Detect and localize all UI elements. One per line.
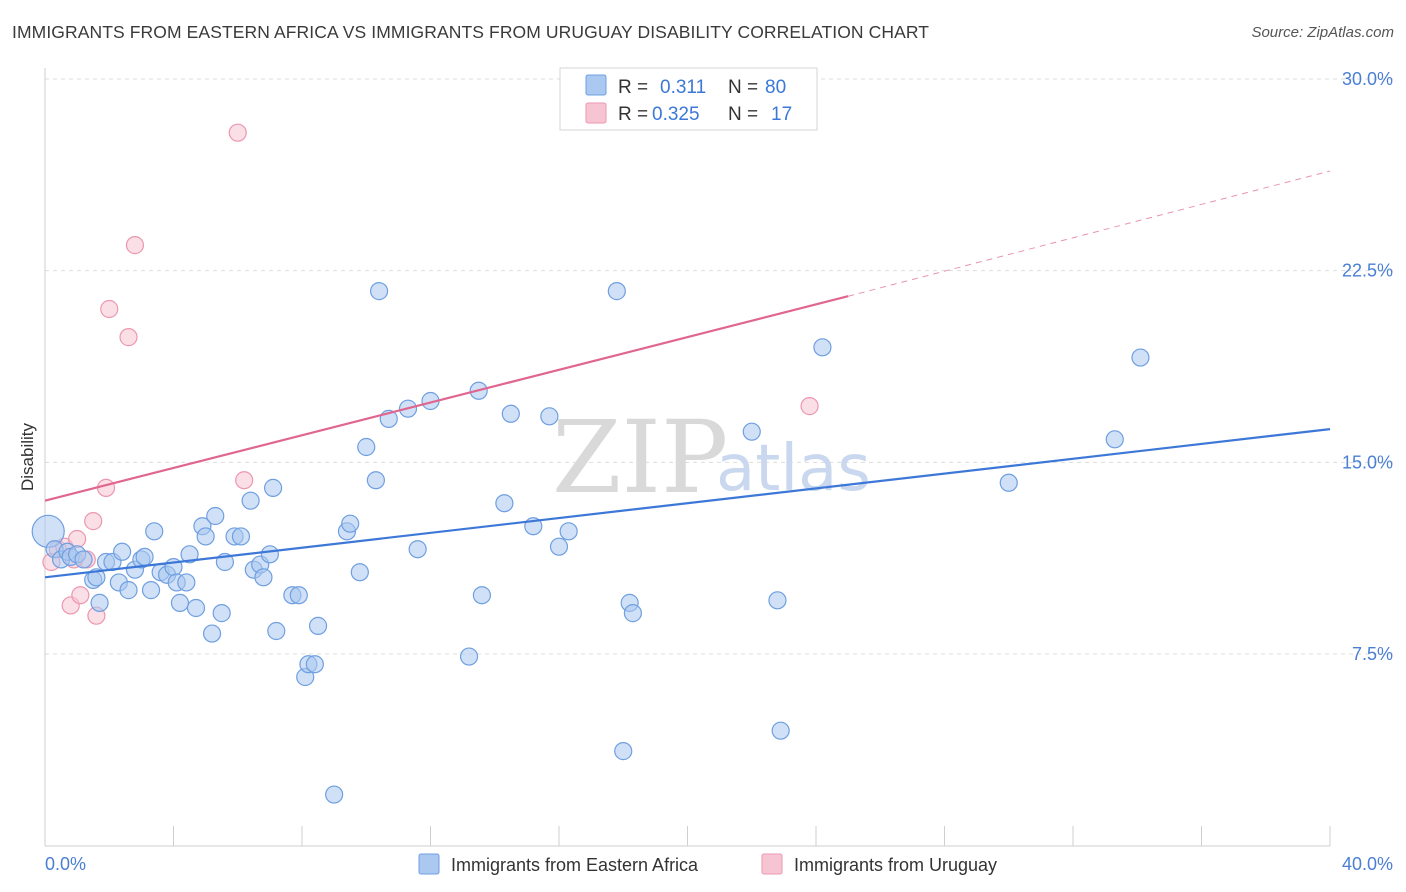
chart-title: IMMIGRANTS FROM EASTERN AFRICA VS IMMIGR… [12,22,930,42]
eastern-africa-point [614,742,633,761]
eastern-africa-point [366,471,385,490]
chart-source: Source: ZipAtlas.com [1251,24,1394,41]
uruguay-point [100,299,119,319]
eastern-africa-trend-line [44,428,1331,579]
uruguay-points [42,123,819,625]
bottom-legend-swatch-uruguay [761,853,783,875]
watermark: ZIP atlas [552,399,871,516]
eastern-africa-point [212,604,231,623]
legend-n-value-1: 80 [765,77,786,98]
eastern-africa-point [74,550,93,569]
watermark-atlas: atlas [716,432,871,506]
y-tick-label: 30.0% [1342,69,1393,89]
legend-n-label-2: N = [728,104,758,125]
eastern-africa-point [771,721,790,740]
eastern-africa-point [177,573,196,592]
eastern-africa-point [141,581,161,600]
uruguay-point [228,123,247,142]
eastern-africa-point [607,282,626,301]
eastern-africa-point [202,624,222,643]
y-tick-label: 15.0% [1342,452,1393,472]
uruguay-point [84,512,103,531]
bottom-legend-uruguay: Immigrants from Uruguay [794,855,997,875]
trend-lines [44,170,1331,579]
eastern-africa-point [90,593,109,612]
y-tick-labels: 7.5% 15.0% 22.5% 30.0% [1342,69,1393,664]
legend-r-label-2: R = [618,104,648,125]
grid-lines [45,78,1393,655]
eastern-africa-point [260,545,279,564]
bottom-legend-swatch-eastern-africa [418,853,440,875]
eastern-africa-point [241,491,260,510]
uruguay-point [235,471,254,490]
eastern-africa-point [231,527,251,546]
eastern-africa-point [305,655,324,674]
eastern-africa-point [742,422,761,441]
eastern-africa-point [325,785,344,804]
y-tick-label: 22.5% [1342,261,1393,281]
eastern-africa-point [196,527,215,546]
eastern-africa-point [459,647,479,666]
eastern-africa-point [308,616,328,635]
legend-n-value-2: 17 [771,104,792,125]
eastern-africa-point [289,586,308,605]
uruguay-point [96,478,116,497]
eastern-africa-point [87,568,106,587]
eastern-africa-point [472,586,491,605]
legend-r-label-1: R = [618,77,648,98]
eastern-africa-point [768,591,787,610]
eastern-africa-point [254,568,273,587]
eastern-africa-point [135,547,154,566]
eastern-africa-point [112,542,132,561]
eastern-africa-point [495,494,514,513]
uruguay-trend-line [44,295,849,502]
eastern-africa-point [186,598,206,618]
watermark-zip: ZIP [552,399,728,516]
eastern-africa-point [206,506,225,526]
eastern-africa-point [549,537,569,556]
eastern-africa-point [559,522,578,541]
eastern-africa-point [370,282,389,301]
uruguay-point [71,586,90,605]
eastern-africa-point [540,407,559,426]
uruguay-point [800,397,819,416]
x-tick-label-min: 0.0% [45,854,86,874]
legend: R = 0.311 N = 80 R = 0.325 N = 17 [559,67,818,131]
uruguay-point [125,236,145,255]
eastern-africa-point [267,621,286,641]
legend-n-label-1: N = [728,77,758,98]
uruguay-trend-extension [847,170,1331,297]
eastern-africa-point [408,540,427,559]
bottom-legend: Immigrants from Eastern Africa Immigrant… [418,853,997,875]
legend-r-value-1: 0.311 [660,77,706,98]
legend-r-value-2: 0.325 [652,104,700,125]
legend-swatch-uruguay [585,102,607,124]
eastern-africa-point [1131,348,1150,367]
eastern-africa-point [180,545,199,564]
eastern-africa-point [119,581,138,600]
x-ticks [44,826,1331,846]
eastern-africa-point [999,473,1018,492]
eastern-africa-point [263,478,283,497]
bottom-legend-eastern-africa: Immigrants from Eastern Africa [451,855,699,875]
eastern-africa-point [357,437,376,457]
eastern-africa-point [170,593,190,612]
eastern-africa-point [350,563,369,582]
eastern-africa-point [813,338,832,357]
legend-swatch-eastern-africa [585,74,607,96]
eastern-africa-point [501,404,520,423]
y-tick-label: 7.5% [1352,644,1393,664]
y-axis-label: Disability [18,422,37,491]
eastern-africa-point [623,604,642,623]
uruguay-point [119,328,138,347]
eastern-africa-point [1105,430,1124,449]
x-tick-label-max: 40.0% [1342,854,1393,874]
eastern-africa-point [145,522,164,541]
eastern-africa-point [341,514,360,533]
